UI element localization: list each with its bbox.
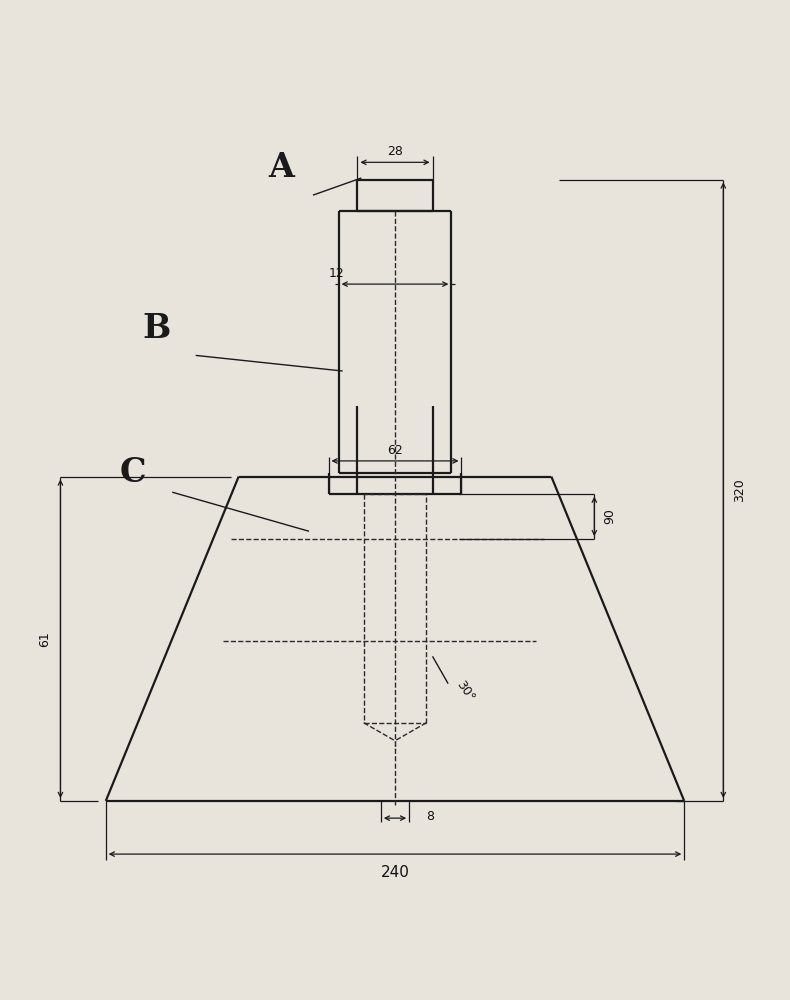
Text: C: C (120, 456, 146, 489)
Text: 28: 28 (387, 145, 403, 158)
Text: 61: 61 (38, 631, 51, 647)
Text: B: B (142, 312, 171, 345)
Text: 8: 8 (427, 810, 435, 823)
Text: 240: 240 (381, 865, 409, 880)
Text: 30°: 30° (453, 679, 477, 704)
Text: 62: 62 (387, 444, 403, 457)
Text: 12: 12 (329, 267, 344, 280)
Text: A: A (269, 151, 295, 184)
Text: 320: 320 (732, 478, 746, 502)
Text: 90: 90 (604, 508, 617, 524)
